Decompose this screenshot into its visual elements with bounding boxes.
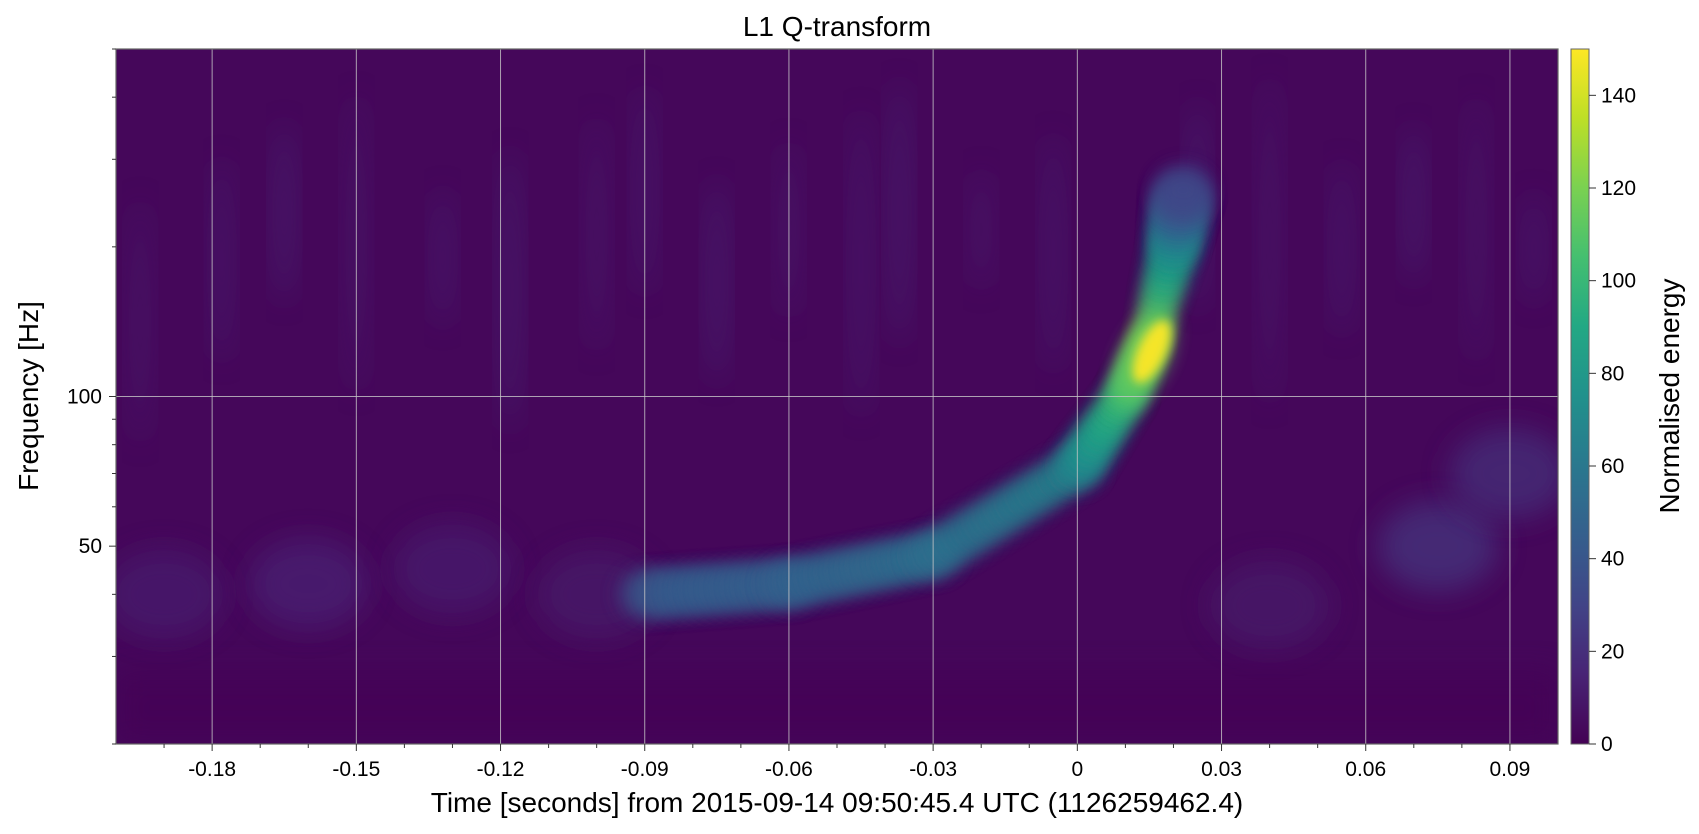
noise-streak xyxy=(1524,192,1543,305)
x-tick-label: -0.06 xyxy=(765,758,813,781)
noise-blob xyxy=(248,538,369,629)
chirp-peak-core xyxy=(1132,320,1171,383)
colorbar-tick-label: 140 xyxy=(1601,84,1636,107)
y-tick-label: 100 xyxy=(67,386,102,409)
x-tick-label: -0.03 xyxy=(909,758,957,781)
noise-streak xyxy=(212,157,231,363)
heatmap-noise-layer xyxy=(116,74,1558,744)
noise-blob xyxy=(1377,501,1498,592)
x-axis-ticks: -0.18 -0.15 -0.12 -0.09 -0.06 -0.03 0 0.03 0.06 0… xyxy=(163,744,1530,781)
x-tick-label: 0.06 xyxy=(1345,758,1386,781)
x-tick-label: 0 xyxy=(1071,758,1083,781)
noise-streak xyxy=(433,188,452,327)
colorbar-tick-label: 80 xyxy=(1601,362,1624,385)
x-tick-label: -0.18 xyxy=(188,758,236,781)
chirp-segment xyxy=(1155,165,1211,216)
y-axis-ticks: 50 100 xyxy=(67,48,116,745)
grid-lines xyxy=(116,49,1558,744)
noise-blob xyxy=(536,549,657,640)
noise-blob xyxy=(116,549,225,640)
colorbar-tick-label: 0 xyxy=(1601,733,1613,756)
noise-streak xyxy=(275,122,294,304)
noise-band xyxy=(116,671,1558,744)
colorbar-tick-label: 100 xyxy=(1601,270,1636,293)
noise-streak xyxy=(501,148,520,432)
colorbar-tick-label: 40 xyxy=(1601,548,1624,571)
noise-streak xyxy=(587,115,606,354)
y-tick-label: 50 xyxy=(79,535,102,558)
noise-streak xyxy=(131,198,150,445)
noise-blob xyxy=(392,523,513,614)
x-tick-label: 0.03 xyxy=(1201,758,1242,781)
noise-streak xyxy=(1467,95,1486,365)
colorbar-label: Normalised energy xyxy=(1654,279,1685,514)
noise-blob xyxy=(1449,428,1558,519)
x-axis-label: Time [seconds] from 2015-09-14 09:50:45.… xyxy=(431,787,1243,818)
noise-streak xyxy=(1404,125,1423,284)
noise-streak xyxy=(1260,74,1279,408)
colorbar-tick-label: 60 xyxy=(1601,455,1624,478)
x-tick-label: -0.12 xyxy=(477,758,525,781)
noise-streak xyxy=(1332,160,1351,337)
heatmap-plot-area xyxy=(116,49,1558,744)
noise-streak xyxy=(707,178,726,384)
noise-streak xyxy=(852,108,871,420)
colorbar xyxy=(1570,48,1590,745)
colorbar-ticks: 0 20 40 60 80 100 120 140 xyxy=(1589,84,1636,756)
noise-streak xyxy=(972,169,991,290)
noise-streak xyxy=(1044,132,1063,374)
x-tick-label: -0.15 xyxy=(332,758,380,781)
noise-streak xyxy=(890,80,909,345)
x-tick-label: 0.09 xyxy=(1489,758,1530,781)
x-tick-label: -0.09 xyxy=(621,758,669,781)
chart-title: L1 Q-transform xyxy=(743,11,931,42)
noise-blob xyxy=(1209,560,1330,651)
colorbar-tick-label: 20 xyxy=(1601,640,1624,663)
colorbar-tick-label: 120 xyxy=(1601,177,1636,200)
y-axis-label: Frequency [Hz] xyxy=(13,301,44,491)
